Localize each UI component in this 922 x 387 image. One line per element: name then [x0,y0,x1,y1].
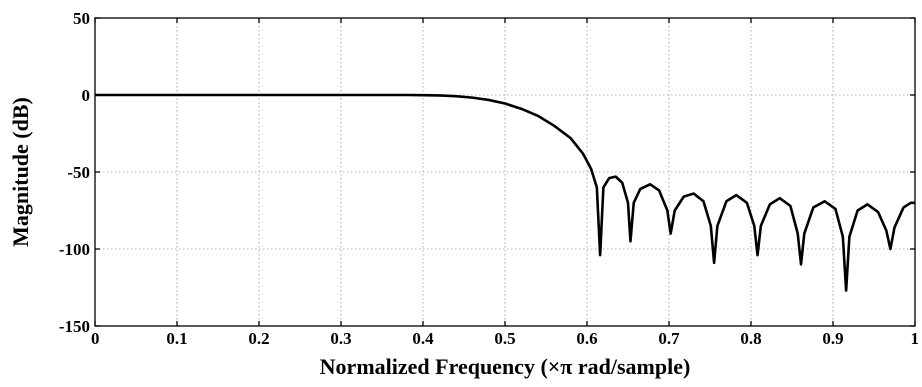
y-tick-label: -150 [59,317,90,336]
x-tick-label: 1 [911,329,920,348]
y-tick-label: -50 [67,163,90,182]
x-tick-label: 0.5 [494,329,515,348]
y-tick-label: 50 [73,9,90,28]
x-tick-label: 0 [91,329,100,348]
x-tick-label: 0.8 [740,329,761,348]
y-tick-label: 0 [82,86,91,105]
x-tick-label: 0.4 [412,329,434,348]
grid-lines [94,17,916,327]
x-tick-label: 0.7 [658,329,680,348]
y-tick-label: -100 [59,240,90,259]
x-tick-label: 0.2 [248,329,269,348]
x-tick-label: 0.1 [166,329,187,348]
x-tick-label: 0.6 [576,329,597,348]
x-tick-label: 0.9 [822,329,843,348]
tick-labels: 0 0.1 0.2 0.3 0.4 0.5 0.6 0.7 0.8 0.9 1 50 0 -50 -100 -… [59,9,919,348]
x-tick-label: 0.3 [330,329,351,348]
axis-ticks [94,17,916,327]
series-line [95,93,915,292]
y-axis-label: Magnitude (dB) [8,97,33,247]
x-axis-label: Normalized Frequency (×π rad/sample) [320,354,691,379]
